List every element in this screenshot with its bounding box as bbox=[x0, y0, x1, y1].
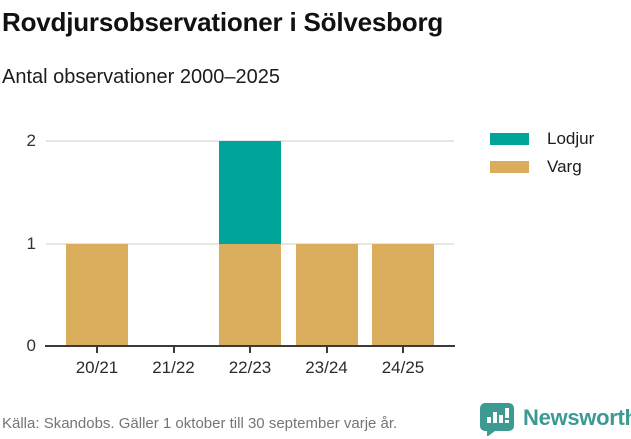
legend-item-varg: Varg bbox=[490, 157, 594, 176]
legend-swatch bbox=[490, 161, 529, 173]
legend-label: Lodjur bbox=[547, 129, 595, 148]
bar-segment-varg-24/25 bbox=[372, 243, 434, 346]
chart-subtitle: Antal observationer 2000–2025 bbox=[2, 66, 280, 88]
y-tick-label: 0 bbox=[26, 336, 36, 355]
x-tick-label: 24/25 bbox=[381, 358, 425, 377]
x-tick-label: 22/23 bbox=[228, 358, 272, 377]
y-tick-label: 1 bbox=[26, 233, 36, 253]
bar-segment-varg-23/24 bbox=[295, 243, 358, 346]
newsworthy-icon bbox=[480, 403, 514, 436]
legend-swatch bbox=[490, 133, 529, 145]
newsworthy-logo-link[interactable]: Newsworthy bbox=[479, 400, 631, 436]
x-tick bbox=[249, 347, 251, 353]
x-tick-label: 20/21 bbox=[75, 358, 119, 377]
x-tick-label: 23/24 bbox=[305, 358, 348, 377]
source-note: Källa: Skandobs. Gäller 1 oktober till 3… bbox=[2, 415, 398, 432]
x-tick bbox=[96, 347, 98, 353]
bar-segment-varg-20/21 bbox=[66, 243, 128, 346]
x-tick bbox=[402, 347, 404, 353]
x-axis-line bbox=[45, 345, 455, 347]
y-tick-label: 2 bbox=[26, 131, 36, 150]
legend-item-lodjur: Lodjur bbox=[490, 129, 595, 148]
newsworthy-wordmark: Newsworthy bbox=[523, 405, 631, 430]
legend-label: Varg bbox=[547, 157, 582, 176]
bar-segment-lodjur-22/23 bbox=[219, 141, 281, 244]
legend: Lodjur Varg bbox=[490, 129, 595, 176]
x-tick bbox=[325, 347, 328, 353]
bar-segment-varg-22/23 bbox=[219, 243, 281, 346]
x-tick-label: 21/22 bbox=[152, 358, 195, 377]
x-tick bbox=[172, 347, 175, 353]
page-title: Rovdjursobservationer i Sölvesborg bbox=[2, 7, 444, 37]
